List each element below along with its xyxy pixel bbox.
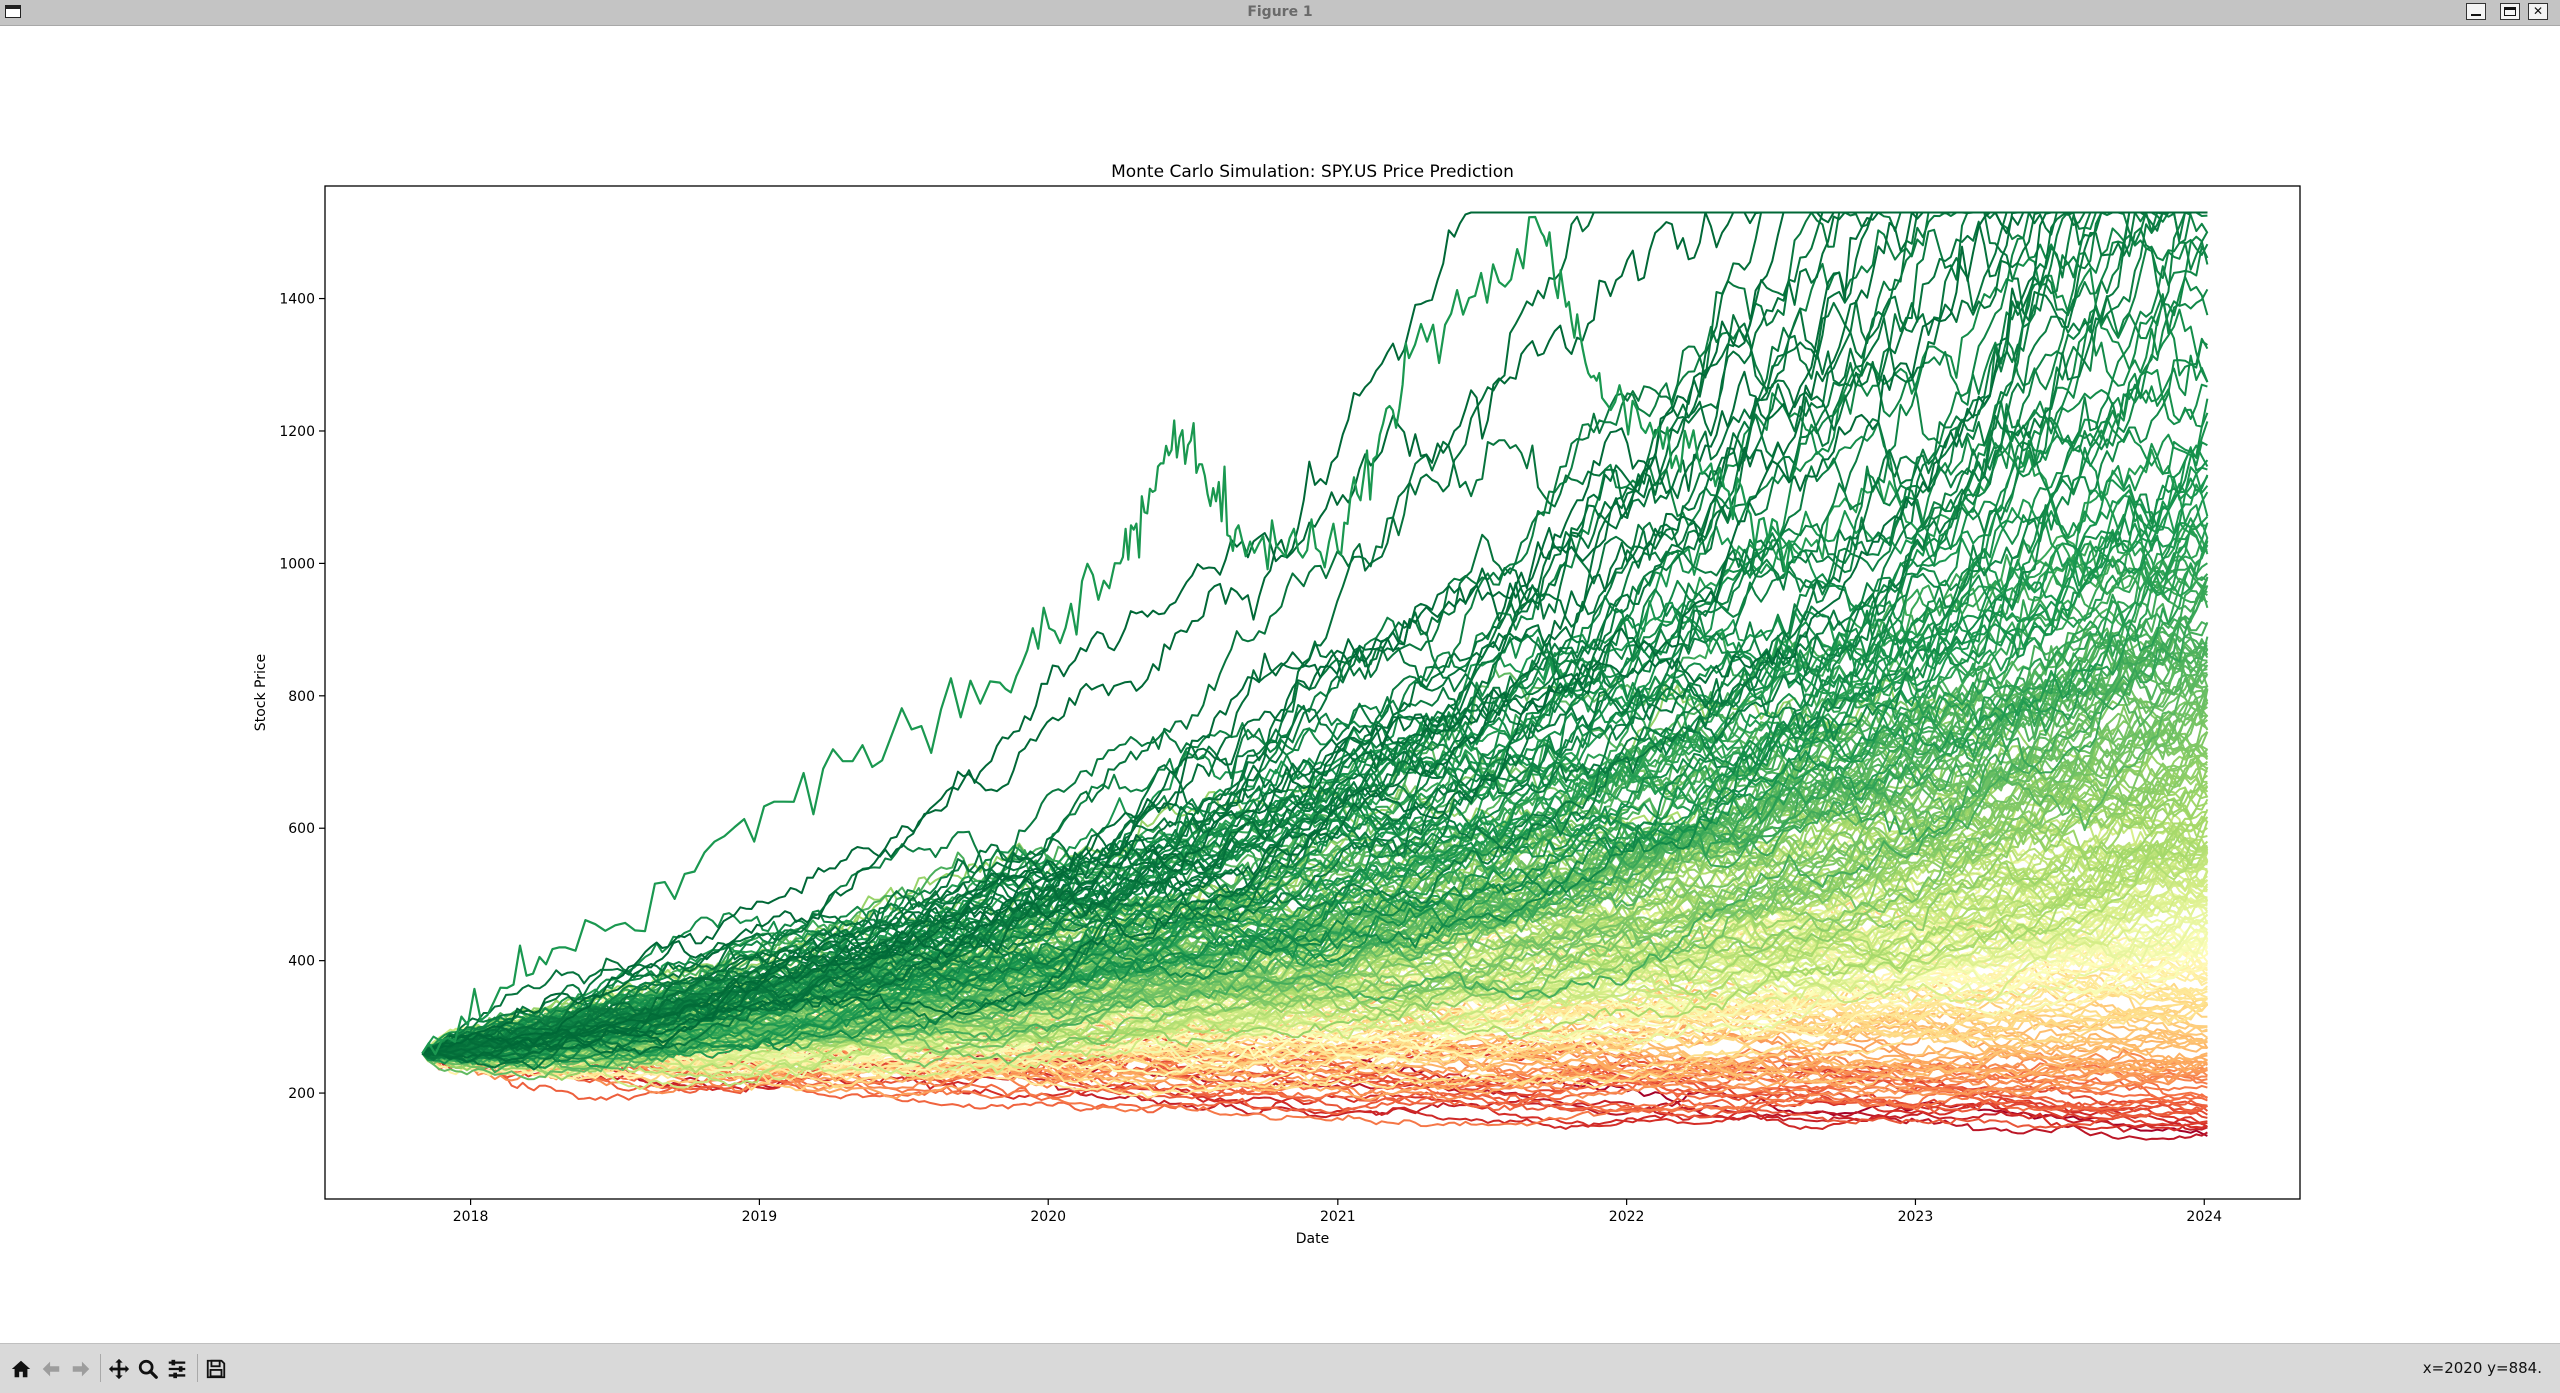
x-tick-label: 2022 — [1609, 1209, 1645, 1225]
pan-icon[interactable] — [106, 1356, 132, 1382]
simulation-path — [421, 211, 2208, 1061]
x-tick-label: 2019 — [742, 1209, 778, 1225]
simulation-path — [421, 211, 2208, 1055]
configure-subplots-icon[interactable] — [164, 1356, 190, 1382]
simulation-path — [422, 211, 2208, 1060]
simulation-path — [421, 1050, 2208, 1097]
simulation-path — [421, 211, 2208, 1055]
axis-ticks: 2018 2019 2020 2021 2022 2023 2024 200 400 600 800… — [279, 292, 2222, 1225]
close-button[interactable]: ✕ — [2528, 3, 2548, 20]
maximize-button[interactable] — [2500, 3, 2520, 20]
y-tick-label: 800 — [288, 689, 315, 705]
simulation-path — [422, 576, 2209, 1069]
simulation-path — [421, 288, 2209, 1060]
simulation-path — [422, 211, 2208, 1058]
outlier-path — [421, 215, 1796, 1056]
y-tick-label: 400 — [288, 954, 315, 970]
home-icon[interactable] — [8, 1356, 34, 1382]
simulation-path — [421, 211, 2208, 1055]
cursor-coordinates: x=2020 y=884. — [2422, 1359, 2542, 1377]
window-menu-icon[interactable] — [5, 5, 21, 18]
simulation-path — [421, 211, 2208, 1058]
simulation-path — [421, 211, 2208, 1055]
forward-icon[interactable] — [68, 1356, 94, 1382]
x-tick-label: 2021 — [1320, 1209, 1356, 1225]
axes-frame — [324, 185, 2301, 1200]
y-tick-label: 200 — [288, 1086, 315, 1102]
x-tick-label: 2018 — [453, 1209, 489, 1225]
y-tick-label: 600 — [288, 821, 315, 837]
simulation-path — [422, 433, 2209, 1056]
toolbar-separator — [100, 1354, 101, 1382]
simulation-path — [422, 211, 2208, 1060]
x-tick-label: 2024 — [2186, 1209, 2222, 1225]
save-icon[interactable] — [203, 1356, 229, 1382]
simulation-path — [421, 227, 2209, 1059]
x-tick-label: 2023 — [1898, 1209, 1934, 1225]
simulation-path — [421, 490, 2209, 1057]
figure-canvas[interactable]: 2018 2019 2020 2021 2022 2023 2024 200 400 600 800… — [4, 27, 2556, 1342]
simulation-path — [422, 993, 2208, 1083]
y-tick-label: 1200 — [279, 424, 315, 440]
simulation-lines — [421, 211, 2209, 1141]
navigation-toolbar: x=2020 y=884. — [0, 1343, 2560, 1393]
simulation-path — [421, 544, 2209, 1063]
minimize-button[interactable] — [2466, 3, 2486, 20]
back-icon[interactable] — [38, 1356, 64, 1382]
monte-carlo-chart: 2018 2019 2020 2021 2022 2023 2024 200 400 600 800… — [253, 162, 2301, 1247]
toolbar-separator — [197, 1354, 198, 1382]
x-axis-label: Date — [1296, 1231, 1329, 1247]
window-titlebar: Figure 1 ✕ — [0, 0, 2560, 26]
simulation-path — [421, 672, 2208, 1081]
x-tick-label: 2020 — [1030, 1209, 1066, 1225]
simulation-path — [421, 621, 2209, 1064]
y-tick-label: 1000 — [279, 556, 315, 572]
simulation-path — [421, 275, 2209, 1057]
window-title: Figure 1 — [1247, 4, 1313, 20]
zoom-icon[interactable] — [135, 1356, 161, 1382]
simulation-path — [422, 491, 2209, 1056]
simulation-path — [422, 211, 2208, 1059]
simulation-path — [422, 1047, 2208, 1130]
y-axis-label: Stock Price — [253, 654, 269, 731]
chart-title: Monte Carlo Simulation: SPY.US Price Pre… — [1111, 162, 1514, 182]
y-tick-label: 1400 — [279, 292, 315, 308]
simulation-path — [422, 211, 2208, 1071]
simulation-path — [422, 842, 2209, 1078]
